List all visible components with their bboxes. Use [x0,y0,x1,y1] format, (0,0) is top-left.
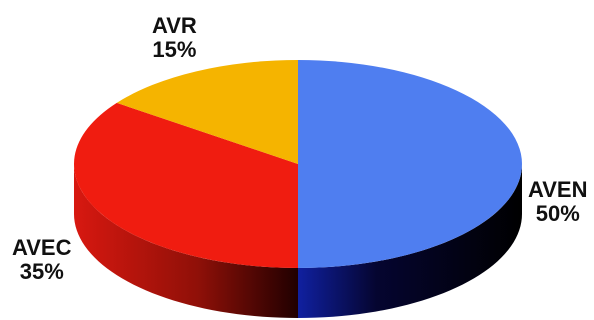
slice-value-avr: 15% [152,37,197,62]
pie-slice-avr [116,60,298,164]
slice-label-avec: AVEC 35% [12,236,72,284]
slice-name-avr: AVR [152,13,197,38]
slice-value-avec: 35% [19,259,64,284]
slice-label-aven: AVEN 50% [528,178,588,226]
slice-value-aven: 50% [535,201,580,226]
slice-name-aven: AVEN [528,177,588,202]
pie-slice-avec [73,102,298,269]
pie-side-aven [298,164,522,318]
pie-side-avec [74,164,298,318]
slice-name-avec: AVEC [12,235,72,260]
pie-slice-aven [298,60,522,268]
slice-label-avr: AVR 15% [152,14,197,62]
